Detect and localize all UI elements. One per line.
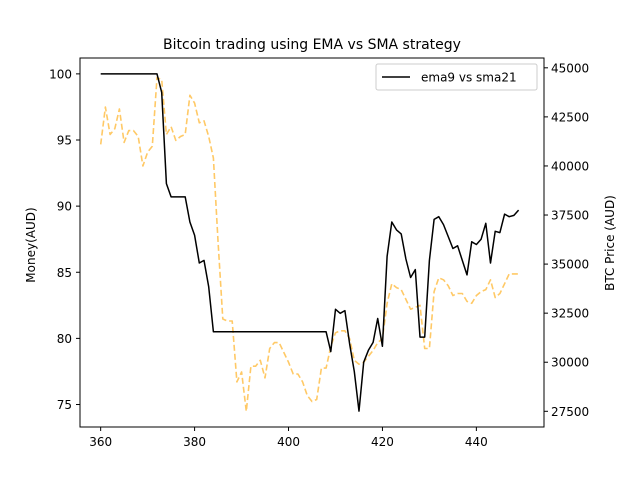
- y-tick-label: 100: [49, 67, 72, 81]
- y2-tick-label: 37500: [551, 209, 589, 223]
- y-tick-label: 95: [57, 134, 72, 148]
- x-tick-label: 380: [183, 435, 206, 449]
- y-axis-title: Money(AUD): [24, 207, 38, 282]
- y2-tick-label: 35000: [551, 258, 589, 272]
- legend-label: ema9 vs sma21: [421, 71, 517, 85]
- x-tick-label: 400: [277, 435, 300, 449]
- plot-area: [99, 73, 520, 413]
- y2-axis-title: BTC Price (AUD): [603, 195, 617, 291]
- y2-tick-label: 45000: [551, 61, 589, 75]
- y-tick-label: 85: [57, 266, 72, 280]
- x-tick-label: 440: [465, 435, 488, 449]
- x-tick-label: 420: [371, 435, 394, 449]
- y2-tick-label: 27500: [551, 405, 589, 419]
- y-tick-label: 90: [57, 200, 72, 214]
- y-tick-label: 75: [57, 398, 72, 412]
- money-line: [100, 73, 520, 412]
- y-tick-label: 80: [57, 332, 72, 346]
- axes-frame: [79, 57, 545, 428]
- x-tick-label: 360: [89, 435, 112, 449]
- y2-tick-label: 32500: [551, 307, 589, 321]
- axes: 360 380 400 420 440 75 80 85 90 95 100 27500 30000 32…: [49, 57, 589, 449]
- legend-box: [375, 63, 538, 91]
- legend: ema9 vs sma21: [375, 63, 538, 91]
- btc-price-line: [99, 76, 519, 413]
- chart-title: Bitcoin trading using EMA vs SMA strateg…: [163, 37, 461, 53]
- y2-tick-label: 40000: [551, 159, 589, 173]
- y2-tick-label: 30000: [551, 356, 589, 370]
- y2-tick-label: 42500: [551, 110, 589, 124]
